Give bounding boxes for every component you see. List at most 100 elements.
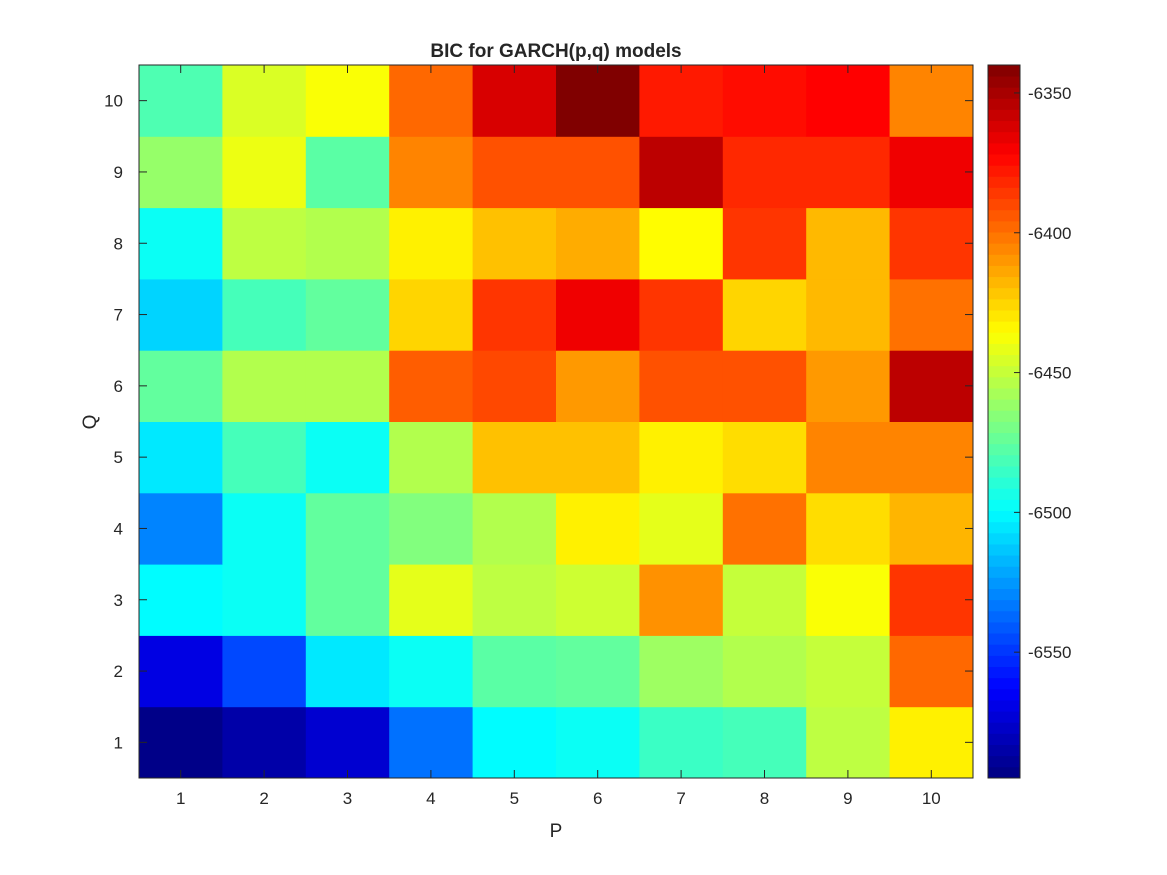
colorbar-step [988, 599, 1020, 612]
heatmap-cell-p10-q7 [889, 278, 974, 351]
colorbar-step [988, 454, 1020, 467]
colorbar-step [988, 109, 1020, 122]
colorbar-step [988, 243, 1020, 255]
heatmap-cell-p4-q3 [389, 564, 474, 636]
heatmap-cell-p5-q8 [472, 207, 557, 280]
heatmap-cell-p10-q2 [889, 635, 974, 708]
colorbar-step [988, 666, 1020, 679]
colorbar-step [988, 766, 1020, 779]
heatmap-cell-p6-q10 [556, 65, 640, 137]
x-axis-ticks: 1 2 3 4 5 6 7 8 9 10 [176, 65, 941, 808]
heatmap-cell-p7-q1 [639, 706, 724, 779]
heatmap-cell-p1-q3 [139, 564, 223, 636]
heatmap-cell-p9-q5 [806, 421, 891, 494]
colorbar-step [988, 633, 1020, 645]
heatmap-cell-p7-q4 [639, 492, 724, 565]
colorbar-step [988, 510, 1020, 523]
heatmap-cell-p8-q8 [722, 207, 807, 280]
heatmap-cell-p4-q4 [389, 492, 474, 565]
heatmap-cell-p8-q2 [722, 635, 807, 708]
heatmap-cell-p2-q4 [222, 492, 307, 565]
colorbar-step [988, 265, 1020, 278]
colorbar-step [988, 376, 1020, 389]
heatmap-cell-p2-q8 [222, 207, 307, 280]
colorbar-step [988, 87, 1020, 99]
y-tick-label: 4 [114, 519, 123, 538]
heatmap-cell-p6-q3 [556, 564, 640, 636]
x-tick-label: 7 [676, 789, 685, 808]
heatmap-cell-p3-q4 [305, 492, 390, 565]
colorbar-step [988, 310, 1020, 322]
colorbar-tick-label: -6450 [1028, 364, 1071, 383]
heatmap-cell-p1-q9 [139, 136, 223, 209]
y-tick-label: 8 [114, 234, 123, 253]
colorbar-step [988, 176, 1020, 188]
colorbar-step [988, 477, 1020, 489]
heatmap-cell-p6-q8 [556, 207, 640, 280]
heatmap-cell-p1-q8 [139, 207, 223, 280]
heatmap-cell-p2-q3 [222, 564, 307, 636]
heatmap-cell-p10-q8 [889, 207, 974, 280]
heatmap-cell-p9-q9 [806, 136, 891, 209]
y-tick-label: 6 [114, 377, 123, 396]
heatmap-cell-p5-q5 [472, 421, 557, 494]
heatmap-cell-p9-q1 [806, 706, 891, 779]
heatmap-cell-p6-q9 [556, 136, 640, 209]
colorbar-step [988, 354, 1020, 367]
heatmap-cell-p1-q2 [139, 635, 223, 708]
colorbar-step [988, 610, 1020, 623]
heatmap-cell-p5-q3 [472, 564, 557, 636]
colorbar-step [988, 131, 1020, 144]
y-tick-label: 3 [114, 591, 123, 610]
colorbar-tick-label: -6500 [1028, 503, 1071, 522]
heatmap-cell-p6-q7 [556, 278, 640, 351]
heatmap-cell-p6-q5 [556, 421, 640, 494]
heatmap-cell-p2-q7 [222, 278, 307, 351]
y-tick-label: 9 [114, 163, 123, 182]
colorbar-tick-label: -6350 [1028, 84, 1071, 103]
heatmap-cell-p4-q6 [389, 350, 474, 422]
colorbar-step [988, 622, 1020, 634]
heatmap-cell-p7-q5 [639, 421, 724, 494]
heatmap-cell-p4-q7 [389, 278, 474, 351]
y-tick-label: 10 [104, 92, 123, 111]
colorbar-step [988, 209, 1020, 222]
heatmap-cell-p8-q3 [722, 564, 807, 636]
heatmap-cells [139, 65, 974, 779]
heatmap-cell-p3-q10 [305, 65, 390, 137]
colorbar-step [988, 142, 1020, 155]
colorbar-step [988, 532, 1020, 545]
colorbar-step [988, 220, 1020, 233]
heatmap-cell-p1-q1 [139, 706, 223, 779]
colorbar-step [988, 655, 1020, 667]
heatmap-cell-p2-q2 [222, 635, 307, 708]
colorbar-step [988, 410, 1020, 422]
colorbar-step [988, 187, 1020, 200]
heatmap-cell-p3-q1 [305, 706, 390, 779]
heatmap-cell-p8-q4 [722, 492, 807, 565]
heatmap-cell-p10-q5 [889, 421, 974, 494]
heatmap-cell-p9-q2 [806, 635, 891, 708]
heatmap-cell-p6-q2 [556, 635, 640, 708]
heatmap-cell-p7-q2 [639, 635, 724, 708]
heatmap-cell-p6-q1 [556, 706, 640, 779]
heatmap-cell-p8-q6 [722, 350, 807, 422]
heatmap-cell-p5-q2 [472, 635, 557, 708]
heatmap-cell-p6-q4 [556, 492, 640, 565]
heatmap-cell-p5-q6 [472, 350, 557, 422]
colorbar-step [988, 76, 1020, 88]
heatmap-cell-p10-q10 [889, 65, 974, 137]
colorbar-step [988, 577, 1020, 590]
heatmap-cell-p9-q7 [806, 278, 891, 351]
x-tick-label: 6 [593, 789, 602, 808]
heatmap-cell-p7-q3 [639, 564, 724, 636]
colorbar-step [988, 499, 1020, 512]
colorbar-step [988, 154, 1020, 166]
heatmap-cell-p3-q5 [305, 421, 390, 494]
heatmap-cell-p5-q9 [472, 136, 557, 209]
x-tick-label: 8 [760, 789, 769, 808]
y-tick-label: 5 [114, 448, 123, 467]
x-tick-label: 2 [259, 789, 268, 808]
heatmap-cell-p8-q5 [722, 421, 807, 494]
heatmap-cell-p6-q6 [556, 350, 640, 422]
